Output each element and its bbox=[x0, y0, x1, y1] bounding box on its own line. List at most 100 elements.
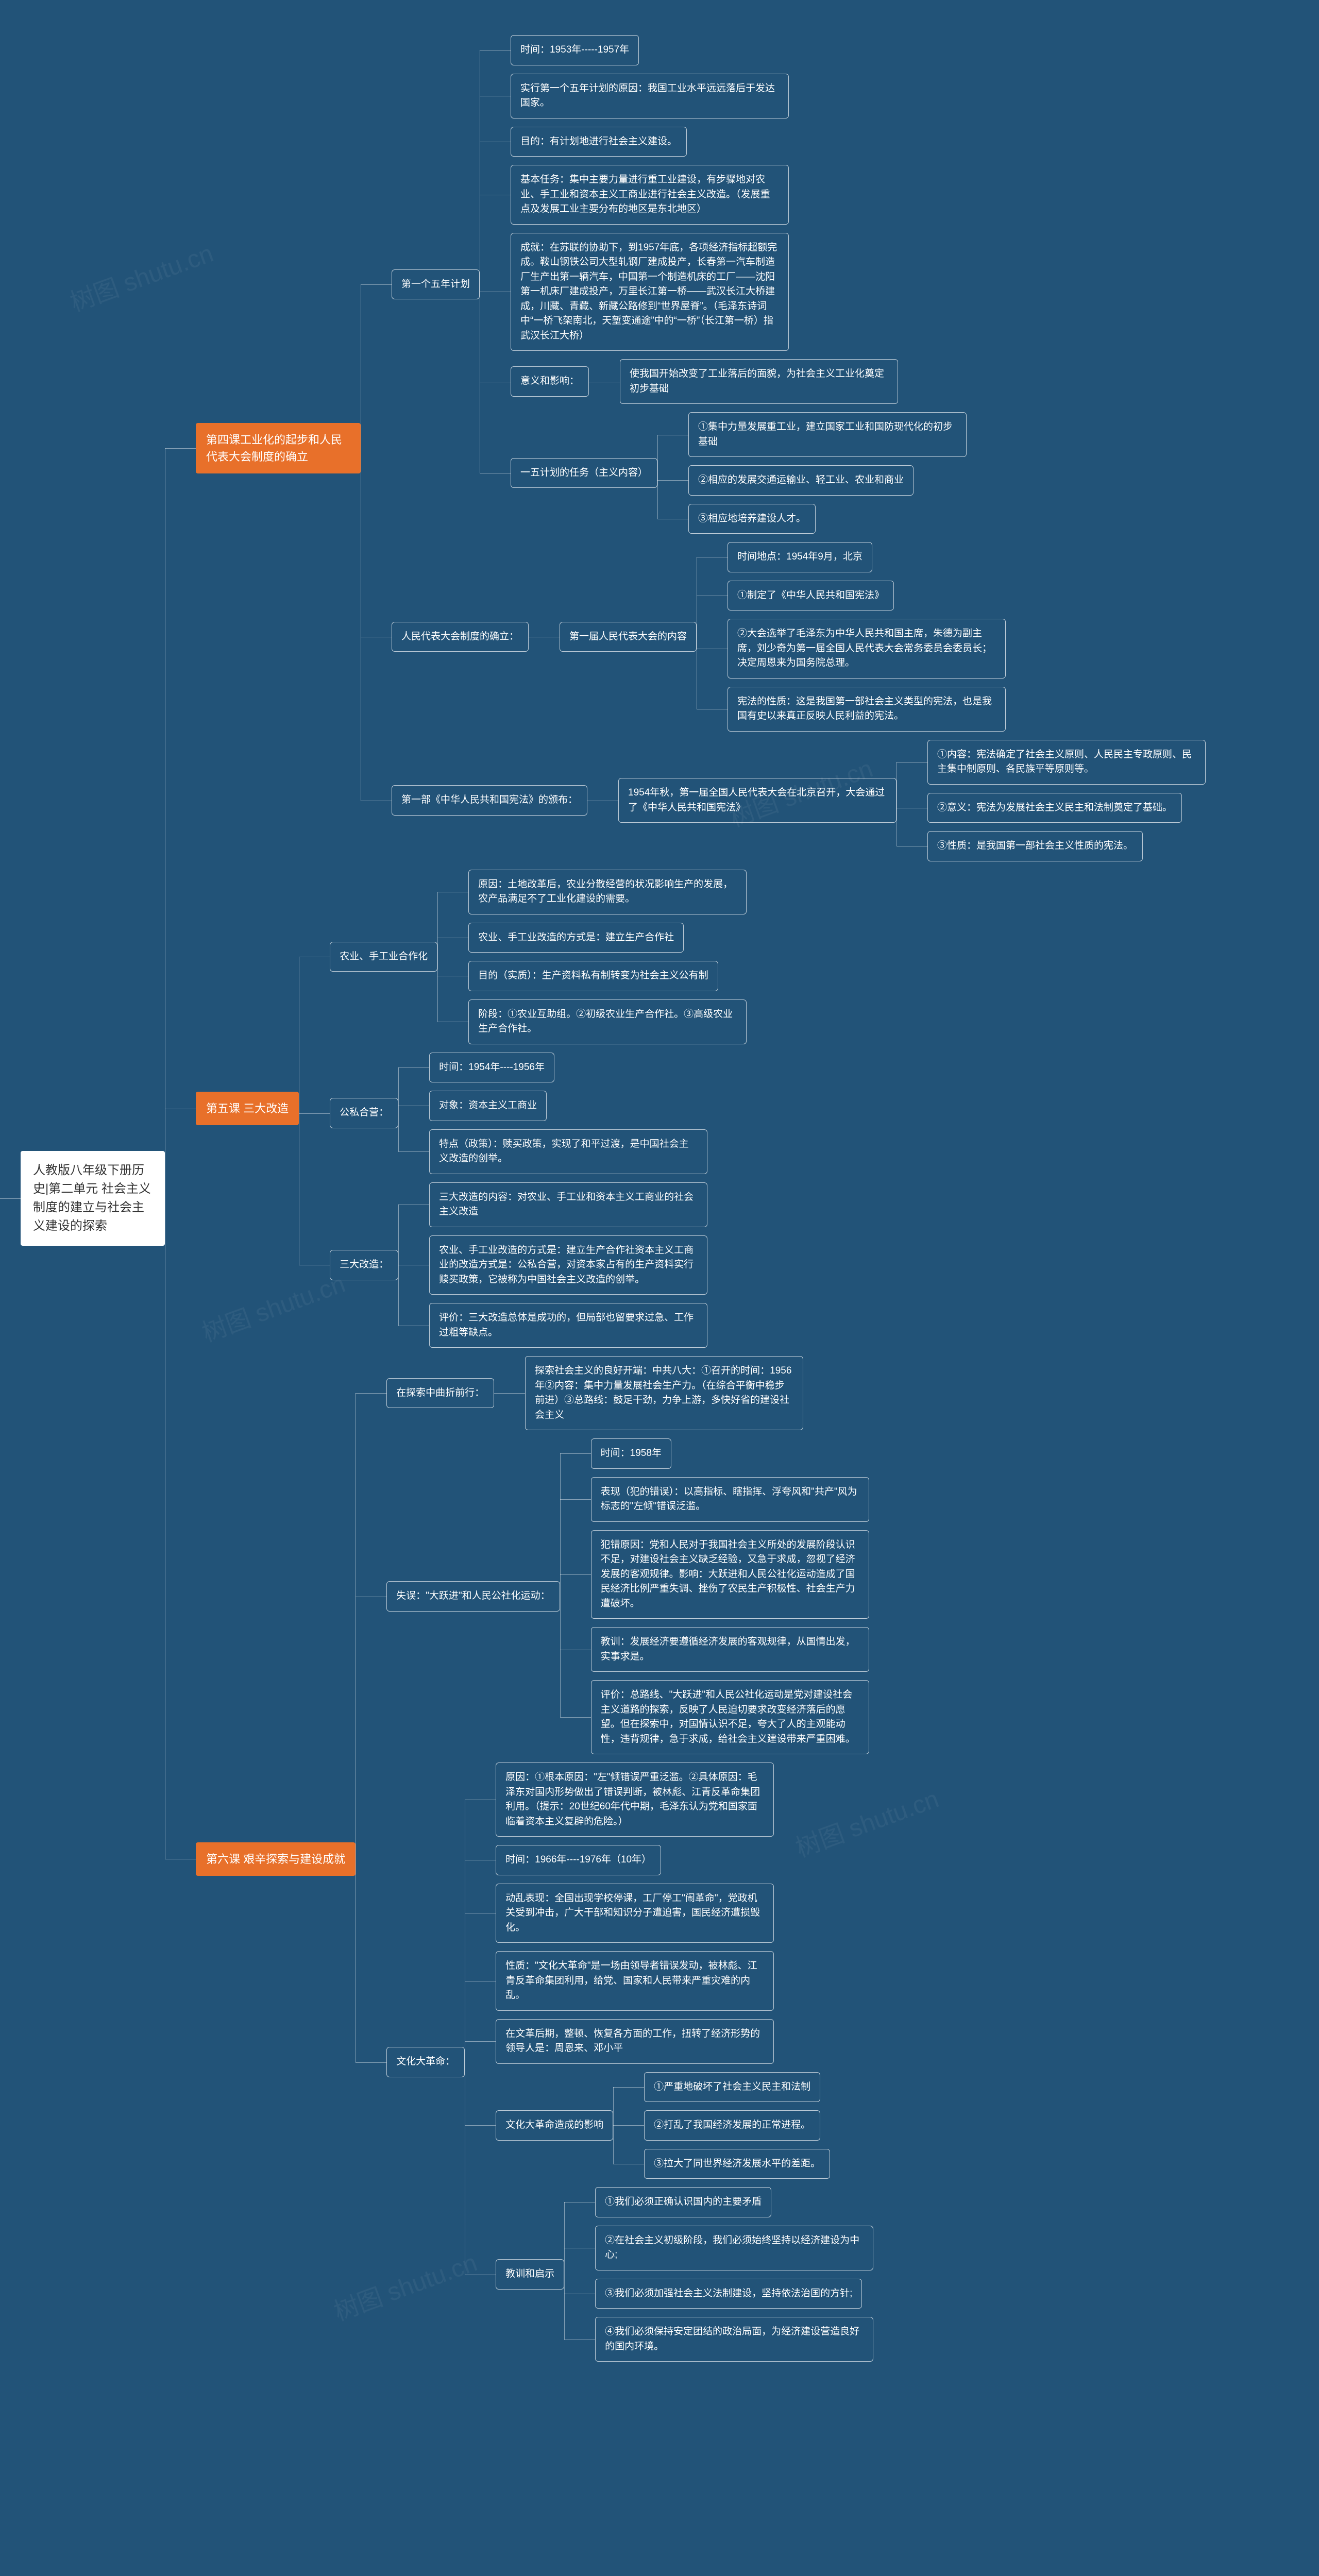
theme-node: 第六课 艰辛探索与建设成就 bbox=[196, 1842, 356, 1876]
children-container: 时间：1954年----1956年对象：资本主义工商业特点（政策）：赎买政策，实… bbox=[429, 1048, 707, 1178]
node-row: 第四课工业化的起步和人民代表大会制度的确立第一个五年计划时间：1953年----… bbox=[196, 31, 1206, 866]
node-row: 成就：在苏联的协助下，到1957年底，各项经济指标超额完成。鞍山钢铁公司大型轧钢… bbox=[511, 229, 967, 355]
leaf-node: 时间：1966年----1976年（10年） bbox=[496, 1845, 661, 1875]
leaf-node: 宪法的性质：这是我国第一部社会主义类型的宪法，也是我国有史以来真正反映人民利益的… bbox=[728, 687, 1006, 732]
children-container: 第一个五年计划时间：1953年-----1957年实行第一个五年计划的原因：我国… bbox=[392, 31, 1206, 866]
leaf-node: 对象：资本主义工商业 bbox=[429, 1091, 547, 1121]
leaf-node: 探索社会主义的良好开端：中共八大：①召开的时间：1956年②内容：集中力量发展社… bbox=[525, 1356, 803, 1430]
node-row: 时间：1953年-----1957年 bbox=[511, 31, 967, 70]
node-row: 性质："文化大革命"是一场由领导者错误发动，被林彪、江青反革命集团利用，给党、国… bbox=[496, 1947, 873, 2015]
node-row: 探索社会主义的良好开端：中共八大：①召开的时间：1956年②内容：集中力量发展社… bbox=[525, 1352, 803, 1434]
node-row: 教训和启示 ①我们必须正确认识国内的主要矛盾 ②在社会主义初级阶段，我们必须始终坚持… bbox=[496, 2183, 873, 2366]
node-row: 教训：发展经济要遵循经济发展的客观规律，从国情出发，实事求是。 bbox=[591, 1623, 869, 1676]
leaf-node: 成就：在苏联的协助下，到1957年底，各项经济指标超额完成。鞍山钢铁公司大型轧钢… bbox=[511, 233, 789, 351]
leaf-node: ①内容：宪法确定了社会主义原则、人民民主专政原则、民主集中制原则、各民族平等原则… bbox=[927, 740, 1206, 785]
node-row: 公私合营：时间：1954年----1956年对象：资本主义工商业特点（政策）：赎… bbox=[330, 1048, 747, 1178]
node-row: 评价：总路线、"大跃进"和人民公社化运动是党对建设社会主义道路的探索，反映了人民… bbox=[591, 1676, 869, 1758]
leaf-node: ②打乱了我国经济发展的正常进程。 bbox=[644, 2110, 820, 2141]
node-row: ②在社会主义初级阶段，我们必须始终坚持以经济建设为中心; bbox=[595, 2222, 873, 2275]
children-container: 时间：1958年表现（犯的错误）：以高指标、瞎指挥、浮夸风和"共产"风为标志的"… bbox=[591, 1434, 869, 1758]
leaf-node: 使我国开始改变了工业落后的面貌，为社会主义工业化奠定初步基础 bbox=[620, 359, 898, 404]
children-container: 农业、手工业合作化 原因：土地改革后，农业分散经营的状况影响生产的发展，农产品满足… bbox=[330, 866, 747, 1352]
leaf-node: 1954年秋，第一届全国人民代表大会在北京召开，大会通过了《中华人民共和国宪法》 bbox=[618, 778, 897, 823]
node-row: ③拉大了同世界经济发展水平的差距。 bbox=[644, 2145, 830, 2183]
node-row: 农业、手工业改造的方式是：建立生产合作社 bbox=[468, 919, 747, 957]
node-row: 失误："大跃进"和人民公社化运动： 时间：1958年表现（犯的错误）：以高指标、瞎… bbox=[386, 1434, 873, 1758]
children-container: ①我们必须正确认识国内的主要矛盾 ②在社会主义初级阶段，我们必须始终坚持以经济建设… bbox=[595, 2183, 873, 2366]
leaf-node: 第一部《中华人民共和国宪法》的颁布： bbox=[392, 785, 587, 816]
theme-node: 第四课工业化的起步和人民代表大会制度的确立 bbox=[196, 423, 361, 473]
leaf-node: 评价：总路线、"大跃进"和人民公社化运动是党对建设社会主义道路的探索，反映了人民… bbox=[591, 1680, 869, 1754]
node-row: 使我国开始改变了工业落后的面貌，为社会主义工业化奠定初步基础 bbox=[620, 355, 898, 408]
leaf-node: 时间地点：1954年9月，北京 bbox=[728, 542, 872, 572]
node-row: 时间：1954年----1956年 bbox=[429, 1048, 707, 1087]
leaf-node: 文化大革命造成的影响 bbox=[496, 2110, 613, 2141]
node-row: ④我们必须保持安定团结的政治局面，为经济建设营造良好的国内环境。 bbox=[595, 2313, 873, 2366]
leaf-node: 特点（政策）：赎买政策，实现了和平过渡，是中国社会主义改造的创举。 bbox=[429, 1129, 707, 1174]
leaf-node: ①制定了《中华人民共和国宪法》 bbox=[728, 581, 894, 611]
leaf-node: 基本任务：集中主要力量进行重工业建设，有步骤地对农业、手工业和资本主义工商业进行… bbox=[511, 165, 789, 225]
node-row: ②意义：宪法为发展社会主义民主和法制奠定了基础。 bbox=[927, 789, 1206, 827]
node-row: ③性质：是我国第一部社会主义性质的宪法。 bbox=[927, 827, 1206, 866]
children-container: 时间：1953年-----1957年实行第一个五年计划的原因：我国工业水平远远落… bbox=[511, 31, 967, 538]
node-row: ①内容：宪法确定了社会主义原则、人民民主专政原则、民主集中制原则、各民族平等原则… bbox=[927, 736, 1206, 789]
leaf-node: 三大改造的内容：对农业、手工业和资本主义工商业的社会主义改造 bbox=[429, 1182, 707, 1227]
node-row: ①集中力量发展重工业，建立国家工业和国防现代化的初步基础 bbox=[688, 408, 967, 461]
node-row: 在探索中曲折前行： 探索社会主义的良好开端：中共八大：①召开的时间：1956年②内… bbox=[386, 1352, 873, 1434]
leaf-node: 性质："文化大革命"是一场由领导者错误发动，被林彪、江青反革命集团利用，给党、国… bbox=[496, 1951, 774, 2011]
leaf-node: 农业、手工业改造的方式是：建立生产合作社 bbox=[468, 923, 684, 953]
node-row: 犯错原因：党和人民对于我国社会主义所处的发展阶段认识不足，对建设社会主义缺乏经验… bbox=[591, 1526, 869, 1623]
node-row: 第五课 三大改造农业、手工业合作化原因：土地改革后，农业分散经营的状况影响生产的… bbox=[196, 866, 1206, 1352]
leaf-node: 时间：1958年 bbox=[591, 1438, 671, 1469]
node-row: 时间：1958年 bbox=[591, 1434, 869, 1473]
leaf-node: 第一个五年计划 bbox=[392, 269, 480, 300]
node-row: 时间地点：1954年9月，北京 bbox=[728, 538, 1006, 577]
node-row: 人民代表大会制度的确立：第一届人民代表大会的内容时间地点：1954年9月，北京①… bbox=[392, 538, 1206, 736]
node-row: ①严重地破坏了社会主义民主和法制 bbox=[644, 2068, 830, 2107]
leaf-node: ②大会选举了毛泽东为中华人民共和国主席，朱德为副主席，刘少奇为第一届全国人民代表… bbox=[728, 619, 1006, 679]
leaf-node: 目的（实质）：生产资料私有制转变为社会主义公有制 bbox=[468, 961, 718, 991]
node-row: 特点（政策）：赎买政策，实现了和平过渡，是中国社会主义改造的创举。 bbox=[429, 1125, 707, 1178]
node-row: 农业、手工业合作化 原因：土地改革后，农业分散经营的状况影响生产的发展，农产品满足… bbox=[330, 866, 747, 1048]
leaf-node: 意义和影响： bbox=[511, 366, 589, 397]
node-row: 原因：土地改革后，农业分散经营的状况影响生产的发展，农产品满足不了工业化建设的需… bbox=[468, 866, 747, 919]
node-row: 1954年秋，第一届全国人民代表大会在北京召开，大会通过了《中华人民共和国宪法》… bbox=[618, 736, 1206, 866]
leaf-node: 一五计划的任务（主义内容） bbox=[511, 458, 657, 488]
node-row: 三大改造的内容：对农业、手工业和资本主义工商业的社会主义改造 bbox=[429, 1178, 707, 1231]
leaf-node: 时间：1954年----1956年 bbox=[429, 1053, 554, 1083]
leaf-node: 阶段：①农业互助组。②初级农业生产合作社。③高级农业生产合作社。 bbox=[468, 999, 747, 1044]
leaf-node: ③相应地培养建设人才。 bbox=[688, 504, 816, 534]
leaf-node: 农业、手工业合作化 bbox=[330, 942, 437, 972]
node-row: ①我们必须正确认识国内的主要矛盾 bbox=[595, 2183, 873, 2222]
leaf-node: ③拉大了同世界经济发展水平的差距。 bbox=[644, 2149, 830, 2179]
leaf-node: ②在社会主义初级阶段，我们必须始终坚持以经济建设为中心; bbox=[595, 2226, 873, 2270]
node-row: 表现（犯的错误）：以高指标、瞎指挥、浮夸风和"共产"风为标志的"左倾"错误泛滥。 bbox=[591, 1473, 869, 1526]
children-container: 原因：土地改革后，农业分散经营的状况影响生产的发展，农产品满足不了工业化建设的需… bbox=[468, 866, 747, 1048]
node-row: 第一届人民代表大会的内容时间地点：1954年9月，北京①制定了《中华人民共和国宪… bbox=[560, 538, 1006, 736]
node-row: 阶段：①农业互助组。②初级农业生产合作社。③高级农业生产合作社。 bbox=[468, 995, 747, 1048]
children-container: 原因：①根本原因："左"倾错误严重泛滥。②具体原因：毛泽东对国内形势做出了错误判… bbox=[496, 1758, 873, 2366]
leaf-node: ③性质：是我国第一部社会主义性质的宪法。 bbox=[927, 831, 1143, 861]
node-row: 在文革后期，整顿、恢复各方面的工作，扭转了经济形势的领导人是：周恩来、邓小平 bbox=[496, 2015, 873, 2068]
leaf-node: 动乱表现：全国出现学校停课，工厂停工"闹革命"，党政机关受到冲击，广大干部和知识… bbox=[496, 1884, 774, 1943]
leaf-node: ①我们必须正确认识国内的主要矛盾 bbox=[595, 2187, 771, 2217]
node-row: ②相应的发展交通运输业、轻工业、农业和商业 bbox=[688, 461, 967, 500]
children-container: ①集中力量发展重工业，建立国家工业和国防现代化的初步基础②相应的发展交通运输业、… bbox=[688, 408, 967, 538]
node-row: 第六课 艰辛探索与建设成就 在探索中曲折前行： 探索社会主义的良好开端：中共八大：①… bbox=[196, 1352, 1206, 2366]
node-row: 文化大革命造成的影响 ①严重地破坏了社会主义民主和法制②打乱了我国经济发展的正常进… bbox=[496, 2068, 873, 2183]
children-container: 在探索中曲折前行： 探索社会主义的良好开端：中共八大：①召开的时间：1956年②内… bbox=[386, 1352, 873, 2366]
node-row: 意义和影响： 使我国开始改变了工业落后的面貌，为社会主义工业化奠定初步基础 bbox=[511, 355, 967, 408]
children-container: 时间地点：1954年9月，北京 ①制定了《中华人民共和国宪法》 ②大会选举了毛泽东为… bbox=[728, 538, 1006, 736]
leaf-node: 在探索中曲折前行： bbox=[386, 1378, 494, 1409]
themes-container: 第四课工业化的起步和人民代表大会制度的确立第一个五年计划时间：1953年----… bbox=[196, 31, 1206, 2366]
leaf-node: 教训和启示 bbox=[496, 2259, 564, 2290]
leaf-node: 失误："大跃进"和人民公社化运动： bbox=[386, 1581, 560, 1612]
children-container: 1954年秋，第一届全国人民代表大会在北京召开，大会通过了《中华人民共和国宪法》… bbox=[618, 736, 1206, 866]
node-row: ①制定了《中华人民共和国宪法》 bbox=[728, 577, 1006, 615]
node-row: 第一个五年计划时间：1953年-----1957年实行第一个五年计划的原因：我国… bbox=[392, 31, 1206, 538]
node-row: 实行第一个五年计划的原因：我国工业水平远远落后于发达国家。 bbox=[511, 70, 967, 123]
children-container: 使我国开始改变了工业落后的面貌，为社会主义工业化奠定初步基础 bbox=[620, 355, 898, 408]
leaf-node: ④我们必须保持安定团结的政治局面，为经济建设营造良好的国内环境。 bbox=[595, 2317, 873, 2362]
node-row: ②打乱了我国经济发展的正常进程。 bbox=[644, 2106, 830, 2145]
leaf-node: 评价：三大改造总体是成功的，但局部也留要求过急、工作过粗等缺点。 bbox=[429, 1303, 707, 1348]
